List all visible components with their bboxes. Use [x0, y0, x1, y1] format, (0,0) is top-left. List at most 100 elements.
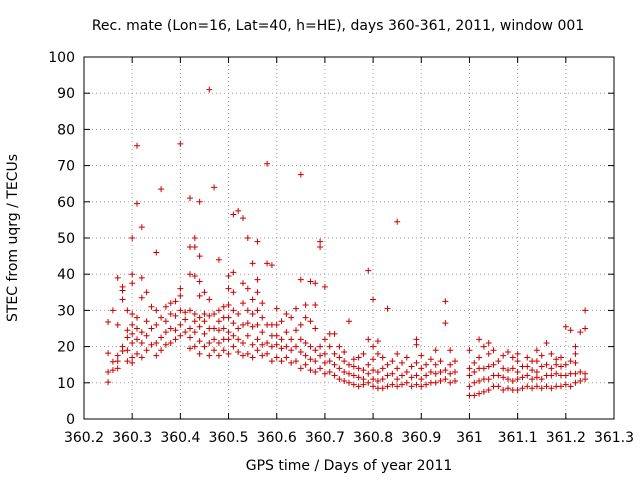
data-point: [244, 235, 251, 241]
data-point: [244, 307, 251, 314]
data-point: [293, 358, 299, 365]
data-point: [143, 347, 150, 354]
data-point: [370, 383, 377, 390]
data-point: [485, 376, 492, 383]
data-point: [254, 276, 261, 283]
data-point: [413, 359, 420, 366]
data-point: [220, 325, 227, 332]
data-point: [533, 368, 540, 375]
data-point: [350, 363, 357, 370]
data-point: [182, 309, 189, 316]
data-point: [480, 365, 487, 372]
data-point: [524, 363, 531, 370]
data-point: [288, 359, 295, 366]
data-point: [129, 359, 136, 366]
data-point: [215, 307, 222, 314]
x-tick-label: 360.6: [257, 430, 297, 446]
data-point: [480, 388, 487, 395]
y-tick-label: 50: [57, 231, 75, 247]
data-point: [230, 343, 237, 350]
data-point: [211, 336, 218, 343]
data-point: [162, 341, 169, 348]
data-point: [153, 321, 160, 328]
data-point: [307, 343, 314, 350]
data-point: [273, 341, 280, 348]
data-point: [447, 379, 454, 386]
data-point: [278, 358, 285, 365]
data-point: [413, 341, 420, 348]
data-point: [509, 354, 516, 361]
data-point: [254, 347, 261, 354]
data-point: [399, 372, 405, 379]
data-point: [514, 368, 521, 375]
data-point: [500, 352, 507, 359]
data-point: [196, 314, 203, 321]
data-point: [548, 350, 555, 357]
data-point: [374, 350, 381, 357]
data-point: [346, 318, 352, 325]
data-point: [423, 372, 430, 379]
data-point: [514, 350, 521, 357]
data-point: [134, 314, 140, 321]
x-tick-label: 360.2: [64, 430, 104, 446]
data-point: [148, 325, 155, 332]
data-point: [423, 361, 430, 368]
data-point: [350, 372, 357, 379]
data-point: [572, 343, 579, 350]
data-point: [109, 358, 116, 365]
data-point: [119, 343, 126, 350]
data-point: [505, 385, 511, 392]
data-point: [148, 303, 155, 310]
data-point: [317, 244, 324, 251]
data-point: [326, 368, 333, 375]
data-point: [215, 327, 222, 334]
data-point: [476, 390, 483, 397]
data-point: [514, 387, 521, 394]
data-point: [519, 374, 526, 381]
data-point: [264, 350, 271, 357]
data-point: [365, 361, 372, 368]
data-point: [283, 354, 290, 361]
data-point: [109, 307, 116, 314]
y-axis-title: STEC from uqrg / TECUs: [5, 154, 21, 322]
data-point: [129, 280, 136, 287]
x-tick-label: 361.2: [546, 430, 586, 446]
data-point: [321, 370, 328, 377]
data-point: [129, 311, 136, 318]
chart-title: Rec. mate (Lon=16, Lat=40, h=HE), days 3…: [92, 18, 584, 34]
x-tick-label: 360.9: [401, 430, 441, 446]
data-point: [288, 347, 295, 354]
data-point: [162, 329, 169, 336]
data-point: [321, 283, 328, 290]
y-tick-label: 100: [48, 50, 75, 66]
data-point: [379, 385, 386, 392]
data-point: [201, 289, 208, 296]
y-tick-label: 40: [57, 267, 75, 283]
data-point: [235, 336, 242, 343]
data-point: [346, 370, 352, 377]
data-point: [394, 350, 401, 357]
data-point: [317, 365, 324, 372]
x-tick-label: 360.5: [208, 430, 248, 446]
data-point: [553, 370, 560, 377]
data-point: [500, 365, 507, 372]
data-point: [312, 368, 319, 375]
data-point: [558, 354, 564, 361]
data-point: [485, 363, 492, 370]
data-point: [249, 296, 256, 303]
data-point: [105, 379, 112, 386]
data-point: [370, 376, 377, 383]
data-point: [336, 343, 343, 350]
data-point: [331, 350, 338, 357]
data-point: [514, 376, 521, 383]
data-point: [341, 368, 348, 375]
data-point: [134, 142, 140, 149]
data-point: [365, 370, 372, 377]
data-point: [235, 207, 242, 214]
data-point: [288, 336, 295, 343]
data-point: [418, 365, 425, 372]
data-point: [172, 298, 179, 305]
data-point: [548, 365, 555, 372]
data-point: [254, 238, 261, 245]
data-point: [394, 376, 401, 383]
